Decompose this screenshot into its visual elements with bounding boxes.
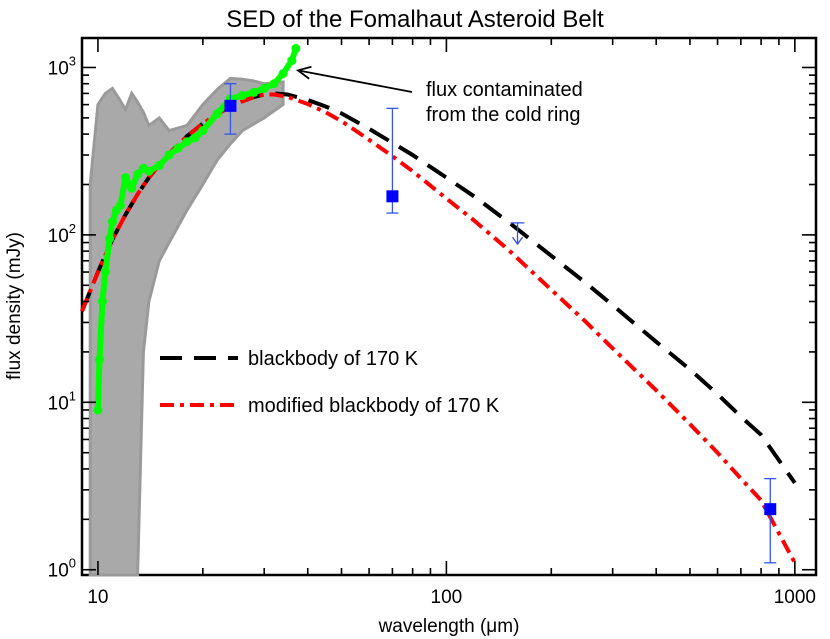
x-tick-label: 10 [87, 587, 108, 608]
green-spectrum-point [105, 234, 115, 244]
gray-spectrum [88, 76, 285, 577]
photometry-point [764, 503, 777, 516]
annotation-arrow [297, 69, 413, 93]
legend: blackbody of 170 K modified blackbody of … [160, 348, 500, 417]
green-spectrum-point [121, 173, 130, 183]
green-spectrum-point [97, 297, 107, 306]
green-spectrum-point [278, 69, 288, 78]
y-tick-label: 100 [48, 556, 76, 582]
green-spectrum-point [127, 183, 137, 193]
legend-label: modified blackbody of 170 K [248, 395, 500, 417]
upper-limit-arrowhead [511, 236, 524, 246]
y-axis-label: flux density (mJy) [4, 232, 25, 380]
green-spectrum-point [154, 160, 164, 170]
green-spectrum-point [164, 150, 174, 160]
y-tick-label: 103 [48, 53, 76, 79]
chart-title: SED of the Fomalhaut Asteroid Belt [226, 6, 604, 33]
green-spectrum-point [249, 87, 259, 97]
annotation: flux contaminated from the cold ring [295, 65, 583, 126]
green-spectrum-line [94, 47, 299, 411]
gray-spectrum-band [88, 76, 285, 577]
green-spectrum-point [259, 83, 269, 93]
green-spectrum-point [198, 126, 208, 136]
legend-label: blackbody of 170 K [248, 348, 419, 370]
green-spectrum-point [212, 109, 222, 119]
annotation-line-1: flux contaminated [426, 79, 583, 101]
green-spectrum-point [95, 355, 104, 365]
green-spectrum-point [190, 133, 200, 143]
green-spectrum-point [173, 143, 183, 153]
annotation-arrowhead [295, 65, 312, 80]
axis-ticks [81, 38, 816, 575]
green-spectrum-point [269, 79, 279, 89]
x-tick-label: 100 [431, 587, 463, 608]
y-tick-label: 102 [48, 221, 76, 247]
green-spectrum-point [144, 166, 154, 176]
green-spectrum-point [115, 200, 125, 210]
green-spectrum-point [133, 169, 143, 179]
green-spectrum-point [238, 91, 247, 100]
photometry-point [224, 99, 237, 112]
photometry-point [386, 190, 399, 203]
green-spectrum-point [182, 137, 192, 147]
x-tick-label: 1000 [774, 587, 816, 608]
green-spectrum-point [107, 217, 117, 227]
y-tick-label: 101 [48, 388, 76, 414]
green-spectrum-point [291, 43, 301, 53]
green-spectrum-point [93, 405, 103, 415]
blackbody-curve [80, 91, 797, 485]
x-axis-label: wavelength (μm) [378, 616, 520, 637]
green-spectrum-point [100, 267, 110, 277]
axis-tick-labels: 10 100 1000 100 101 102 103 [48, 53, 816, 608]
green-spectrum-point [287, 56, 297, 66]
annotation-line-2: from the cold ring [426, 104, 581, 126]
photometry-points [224, 83, 777, 564]
